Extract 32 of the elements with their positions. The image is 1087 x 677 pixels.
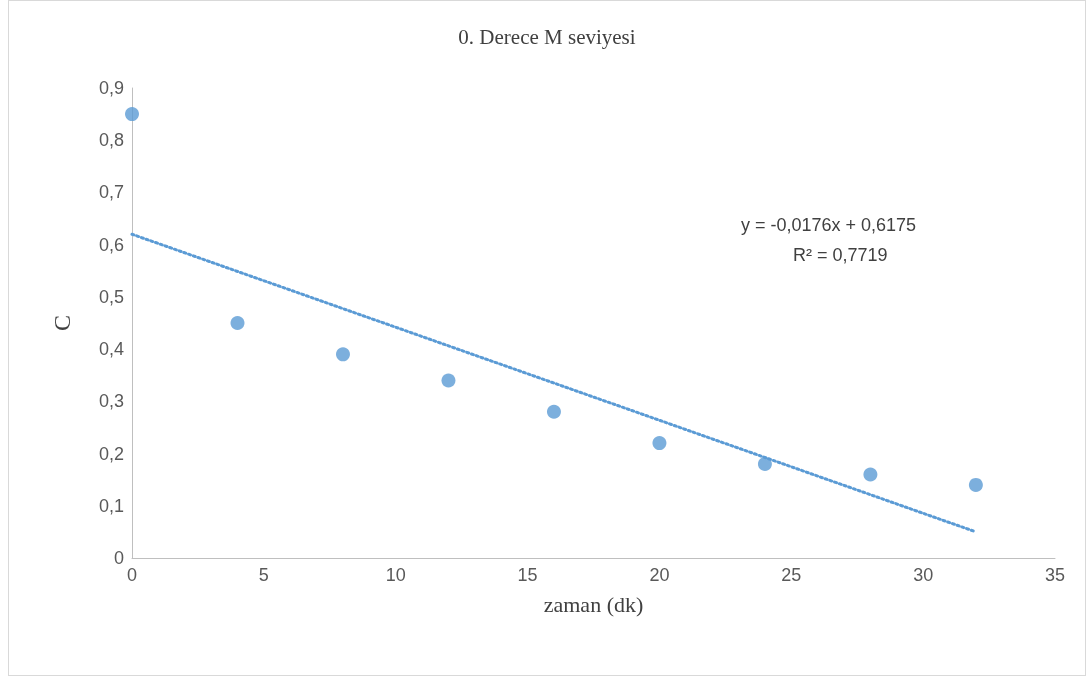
- point: [230, 316, 245, 330]
- x-axis-title: zaman (dk): [543, 591, 644, 617]
- x-tick-label: 30: [913, 565, 934, 585]
- point: [441, 373, 456, 388]
- y-tick-label: 0,9: [98, 78, 124, 98]
- y-tick-label: 0,4: [98, 339, 124, 360]
- y-tick-label: 0: [113, 548, 124, 568]
- y-tick-label: 0,3: [98, 391, 124, 412]
- x-tick-label: 5: [258, 565, 269, 585]
- x-tick-label: 35: [1044, 565, 1066, 585]
- y-tick-label: 0,1: [98, 495, 124, 516]
- x-tick-label: 15: [517, 565, 538, 585]
- y-tick-label: 0,8: [98, 130, 124, 151]
- x-tick-label: 20: [649, 565, 670, 585]
- y-tick-label: 0,6: [98, 234, 124, 255]
- point: [652, 436, 667, 451]
- point: [757, 457, 772, 471]
- point: [335, 347, 350, 362]
- y-tick-label: 0,2: [98, 443, 124, 464]
- y-tick-label: 0,5: [98, 286, 124, 307]
- x-tick-label: 25: [781, 565, 802, 585]
- annotation: R² = 0,7719: [793, 245, 888, 265]
- point: [125, 107, 139, 122]
- x-tick-label: 0: [126, 565, 138, 585]
- annotation: y = -0,0176x + 0,6175: [741, 215, 917, 235]
- point: [546, 404, 561, 419]
- chart-title: 0. Derece M seviyesi: [458, 24, 636, 49]
- x-tick-label: 10: [385, 565, 406, 585]
- point: [968, 477, 983, 492]
- y-axis-title: C: [49, 314, 75, 332]
- y-tick-label: 0,7: [98, 182, 124, 203]
- point: [863, 467, 878, 482]
